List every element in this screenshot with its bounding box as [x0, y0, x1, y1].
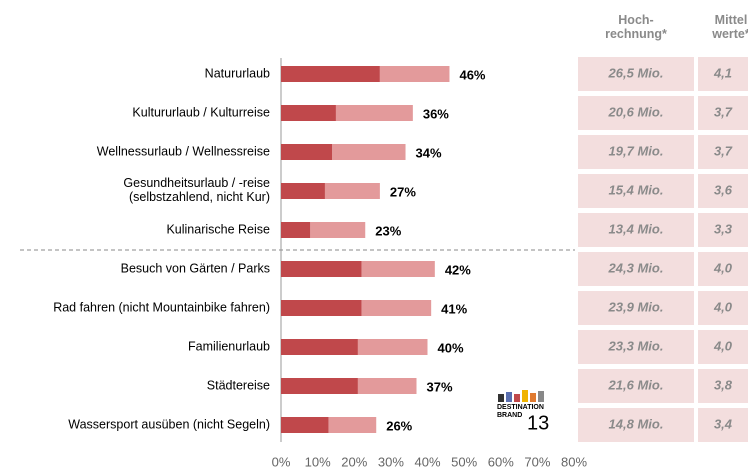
table-value: 23,3 Mio. — [608, 338, 664, 353]
logo: DESTINATION BRAND 13 — [497, 390, 549, 434]
x-tick-label: 80% — [561, 454, 587, 469]
logo-text: DESTINATION — [497, 404, 544, 411]
bar-segment — [281, 144, 333, 160]
table-value: 3,4 — [714, 416, 733, 431]
table-cell — [578, 252, 694, 286]
x-tick-label: 10% — [305, 454, 331, 469]
table-value: 4,1 — [713, 65, 732, 80]
bar-segment — [281, 66, 380, 82]
x-tick-label: 50% — [451, 454, 477, 469]
table-value: 4,0 — [713, 260, 733, 275]
table-value: 15,4 Mio. — [609, 182, 664, 197]
bar-segment — [361, 261, 435, 277]
table-cell — [698, 252, 748, 286]
table-value: 21,6 Mio. — [608, 377, 664, 392]
total-label: 36% — [423, 106, 449, 121]
bar-segment — [281, 378, 358, 394]
category-label: Städtereise — [207, 378, 270, 392]
table-cell — [698, 408, 748, 442]
table-value: 20,6 Mio. — [608, 104, 664, 119]
bar-segment — [281, 339, 358, 355]
total-label: 41% — [441, 301, 467, 316]
category-label: Rad fahren (nicht Mountainbike fahren) — [53, 300, 270, 314]
x-tick-label: 40% — [414, 454, 440, 469]
category-label: Kulinarische Reise — [166, 222, 270, 236]
bar-segment — [281, 222, 311, 238]
table-cell — [698, 96, 748, 130]
table-cell — [698, 174, 748, 208]
category-label: Familienurlaub — [188, 339, 270, 353]
table-cell — [578, 369, 694, 403]
logo-text: BRAND — [497, 412, 522, 419]
table-cell — [698, 57, 748, 91]
total-label: 23% — [375, 223, 401, 238]
table-cell — [698, 369, 748, 403]
table-value: 26,5 Mio. — [608, 65, 664, 80]
bar-segment — [361, 300, 432, 316]
table-cell — [578, 135, 694, 169]
logo-number: 13 — [527, 412, 549, 434]
table-cell — [698, 330, 748, 364]
x-tick-label: 60% — [488, 454, 514, 469]
bar-segment — [357, 378, 417, 394]
bar-segment — [335, 105, 413, 121]
category-label: Gesundheitsurlaub / -reise (selbstzahlend… — [123, 176, 270, 204]
bar-segment — [281, 183, 325, 199]
bar-segment — [310, 222, 366, 238]
bar-segment — [281, 300, 362, 316]
x-tick-label: 30% — [378, 454, 404, 469]
table-value: 24,3 Mio. — [608, 260, 664, 275]
bar-segment — [281, 261, 362, 277]
bar-segment — [357, 339, 428, 355]
table-cell — [578, 291, 694, 325]
bar-segment — [324, 183, 380, 199]
table-cell — [698, 291, 748, 325]
x-tick-label: 0% — [272, 454, 291, 469]
table-value: 23,9 Mio. — [608, 299, 664, 314]
table-cell — [578, 408, 694, 442]
table-header: Hoch-rechnung* — [605, 13, 667, 41]
table-value: 19,7 Mio. — [609, 143, 664, 158]
table-value: 4,0 — [713, 299, 733, 314]
table-value: 3,3 — [714, 221, 733, 236]
table-cell — [698, 213, 748, 247]
table-cell — [578, 57, 694, 91]
total-label: 42% — [445, 262, 471, 277]
table-value: 14,8 Mio. — [609, 416, 664, 431]
table-value: 3,7 — [714, 143, 733, 158]
x-tick-label: 70% — [524, 454, 550, 469]
table-header: Mittel werte* — [711, 13, 748, 41]
table-value: 3,8 — [714, 377, 733, 392]
table-cell — [578, 330, 694, 364]
total-label: 46% — [459, 67, 485, 82]
table-value: 3,7 — [714, 104, 733, 119]
table-cell — [578, 213, 694, 247]
total-label: 26% — [386, 418, 412, 433]
category-label: Kultururlaub / Kulturreise — [132, 105, 270, 119]
total-label: 34% — [416, 145, 442, 160]
bar-segment — [379, 66, 450, 82]
category-label: Wellnessurlaub / Wellnessreise — [97, 144, 270, 158]
table-value: 13,4 Mio. — [609, 221, 664, 236]
category-label: Natururlaub — [205, 66, 270, 80]
category-label: Wassersport ausüben (nicht Segeln) — [68, 417, 270, 431]
bar-segment — [281, 105, 336, 121]
bar-segment — [328, 417, 377, 433]
table-value: 3,6 — [714, 182, 733, 197]
table-value: 4,0 — [713, 338, 733, 353]
category-label: Besuch von Gärten / Parks — [121, 261, 270, 275]
table-cell — [578, 96, 694, 130]
table-cell — [578, 174, 694, 208]
bar-segment — [281, 417, 329, 433]
total-label: 37% — [427, 379, 453, 394]
total-label: 27% — [390, 184, 416, 199]
total-label: 40% — [438, 340, 464, 355]
bar-segment — [332, 144, 406, 160]
table-cell — [698, 135, 748, 169]
x-tick-label: 20% — [341, 454, 367, 469]
